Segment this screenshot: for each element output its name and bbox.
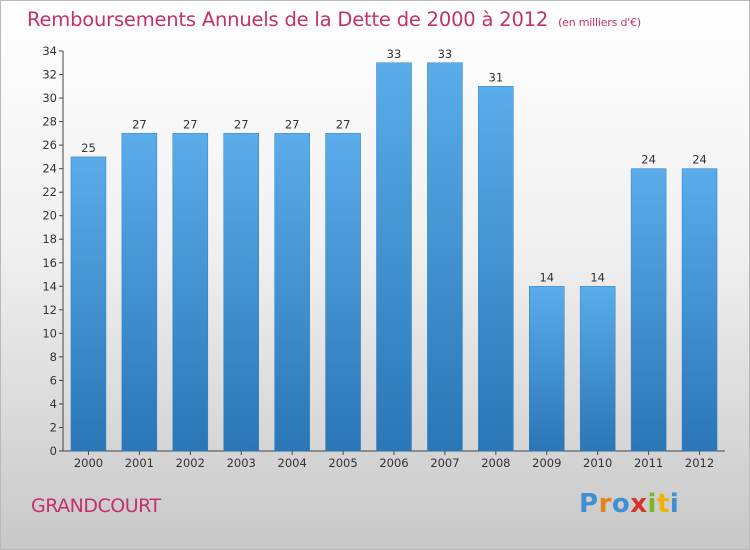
y-tick-label: 26 [42, 138, 57, 152]
bar-value-label: 27 [285, 117, 300, 131]
bar [529, 286, 565, 452]
chart-title-text: Remboursements Annuels de la Dette de 20… [27, 8, 549, 31]
bar [630, 168, 667, 452]
y-tick-label: 4 [50, 397, 57, 411]
bar-value-label: 14 [539, 270, 554, 284]
bar-value-label: 27 [234, 117, 249, 131]
x-tick-label: 2012 [685, 456, 714, 470]
logo-letter: x [630, 489, 648, 519]
y-tick-label: 32 [42, 68, 57, 82]
commune-name: GRANDCOURT [31, 495, 161, 517]
bar-value-label: 27 [183, 117, 198, 131]
y-tick-label: 18 [42, 232, 57, 246]
bar [478, 86, 514, 452]
x-tick-label: 2002 [176, 456, 205, 470]
x-tick-label: 2000 [74, 456, 103, 470]
bar [376, 62, 412, 452]
y-tick-label: 16 [42, 256, 57, 270]
logo-letter: t [656, 489, 670, 519]
logo-letter: o [611, 489, 631, 519]
y-tick-label: 0 [50, 444, 57, 458]
logo-letter: P [579, 489, 599, 519]
y-tick-label: 6 [50, 373, 57, 387]
bar [681, 168, 718, 452]
bar [274, 133, 310, 452]
x-tick-label: 2008 [481, 456, 510, 470]
y-tick-label: 34 [42, 44, 57, 58]
bar [325, 133, 361, 452]
x-tick-label: 2011 [634, 456, 663, 470]
bar [579, 286, 616, 452]
x-tick-label: 2006 [379, 456, 408, 470]
bar-value-label: 33 [438, 47, 453, 61]
x-tick-label: 2005 [328, 456, 357, 470]
bar-value-label: 27 [132, 117, 147, 131]
x-tick-label: 2003 [227, 456, 256, 470]
y-tick-label: 12 [42, 303, 57, 317]
y-tick-label: 20 [42, 209, 57, 223]
bars: 25 27 27 27 27 27 33 33 31 14 14 24 24 [70, 47, 718, 452]
y-tick-label: 8 [50, 350, 57, 364]
chart-title: Remboursements Annuels de la Dette de 20… [27, 8, 641, 31]
bar-value-label: 14 [590, 270, 605, 284]
logo-letter: i [669, 489, 680, 519]
logo-letter: i [647, 489, 657, 519]
bar-value-label: 25 [81, 141, 96, 155]
chart-unit-note: (en milliers d'€) [558, 16, 641, 29]
bar-value-label: 33 [387, 47, 402, 61]
logo-letter: r [598, 489, 612, 519]
bar [172, 133, 209, 452]
bar-value-label: 31 [489, 70, 504, 84]
x-tick-label: 2010 [583, 456, 612, 470]
bar [121, 133, 158, 452]
x-tick-label: 2001 [125, 456, 154, 470]
y-tick-label: 24 [42, 162, 57, 176]
y-tick-label: 22 [42, 185, 57, 199]
bar [427, 62, 463, 452]
bar-value-label: 24 [641, 153, 656, 167]
bar [223, 133, 259, 452]
proxiti-logo: Proxiti [579, 489, 679, 519]
x-tick-label: 2004 [278, 456, 307, 470]
y-tick-label: 2 [50, 420, 57, 434]
y-tick-label: 14 [42, 279, 57, 293]
y-tick-label: 30 [42, 91, 57, 105]
y-tick-label: 10 [42, 326, 57, 340]
bar-value-label: 27 [336, 117, 351, 131]
bar [70, 156, 107, 452]
x-tick-label: 2007 [430, 456, 459, 470]
x-tick-label: 2009 [532, 456, 561, 470]
y-tick-label: 28 [42, 115, 57, 129]
bar-value-label: 24 [692, 153, 707, 167]
